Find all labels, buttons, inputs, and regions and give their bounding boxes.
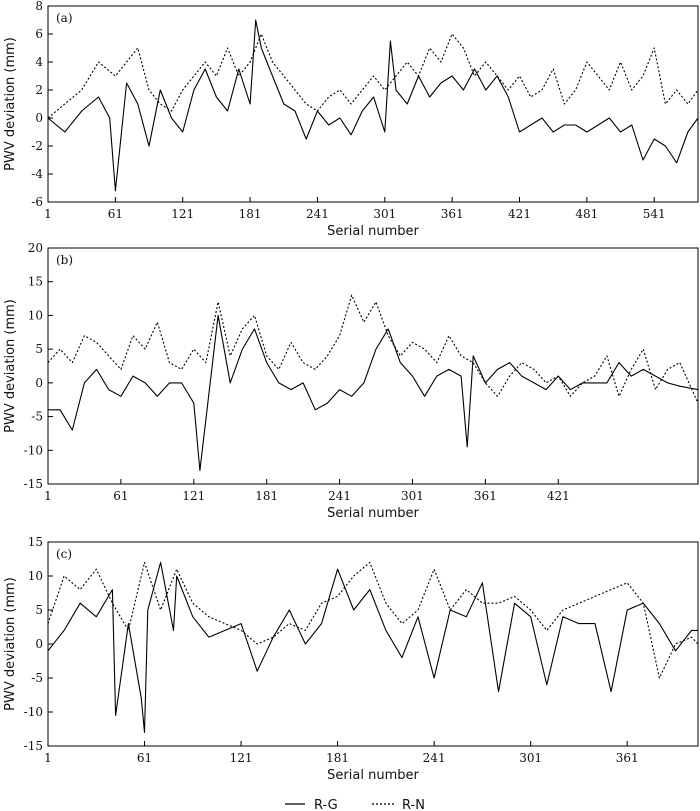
y-tick-label: 20 bbox=[28, 241, 43, 255]
panel-a: 1 61 121 181 241 301 361 421 481 541 -6 -4 -2 0 2 4 6 8 (a… bbox=[3, 0, 699, 239]
y-tick-label: -5 bbox=[31, 671, 43, 685]
x-tick-label: 421 bbox=[508, 207, 531, 221]
x-axis-label: Serial number bbox=[327, 768, 419, 783]
x-tick-label: 61 bbox=[137, 751, 152, 765]
y-tick-label: -2 bbox=[31, 139, 43, 153]
y-tick-label: 2 bbox=[35, 83, 43, 97]
x-tick-label: 301 bbox=[373, 207, 396, 221]
y-tick-label: 10 bbox=[28, 308, 43, 322]
y-tick-label: 15 bbox=[28, 535, 43, 549]
y-tick-label: 5 bbox=[35, 603, 43, 617]
x-tick-label: 421 bbox=[547, 489, 570, 503]
x-tick-label: 121 bbox=[230, 751, 253, 765]
x-tick-label: 181 bbox=[326, 751, 349, 765]
panel-c: 1 61 121 181 241 301 361 -15 -10 -5 0 5 10 15 (c) Seria… bbox=[3, 535, 699, 783]
y-tick-label: -5 bbox=[31, 410, 43, 424]
x-tick-label: 1 bbox=[44, 207, 52, 221]
legend: R-G R-N bbox=[285, 798, 425, 811]
y-tick-label: -15 bbox=[24, 739, 43, 753]
x-tick-label: 301 bbox=[401, 489, 424, 503]
y-tick-label: -4 bbox=[31, 167, 43, 181]
x-tick-label: 301 bbox=[519, 751, 542, 765]
x-axis-label: Serial number bbox=[327, 224, 419, 239]
y-tick-label: -10 bbox=[24, 443, 43, 457]
y-tick-label: 15 bbox=[28, 275, 43, 289]
series-line-r-g bbox=[47, 561, 698, 733]
y-tick-label: 10 bbox=[28, 569, 43, 583]
plot-frame bbox=[47, 5, 699, 203]
x-tick-label: 1 bbox=[44, 751, 52, 765]
x-tick-label: 361 bbox=[616, 751, 639, 765]
y-tick-label: 0 bbox=[35, 637, 43, 651]
panel-b: 1 61 121 181 241 301 361 421 -15 -10 -5 0 5 10 15 20 (b)… bbox=[3, 241, 699, 521]
x-tick-label: 481 bbox=[575, 207, 598, 221]
x-tick-label: 121 bbox=[171, 207, 194, 221]
x-tick-label: 241 bbox=[306, 207, 329, 221]
panel-label: (b) bbox=[56, 253, 73, 267]
x-tick-label: 121 bbox=[182, 489, 205, 503]
x-tick-label: 361 bbox=[441, 207, 464, 221]
series-line-r-g bbox=[48, 314, 699, 472]
panel-label: (c) bbox=[56, 547, 72, 561]
x-tick-label: 181 bbox=[239, 207, 262, 221]
y-tick-label: 8 bbox=[35, 0, 43, 13]
x-tick-label: 1 bbox=[44, 489, 52, 503]
y-tick-label: 4 bbox=[35, 55, 43, 69]
x-tick-label: 181 bbox=[255, 489, 278, 503]
series-line-r-n bbox=[47, 33, 699, 119]
plot-frame bbox=[47, 247, 699, 485]
series-line-r-n bbox=[47, 561, 699, 679]
x-axis-label: Serial number bbox=[327, 506, 419, 521]
y-axis-label: PWV deviation (mm) bbox=[3, 577, 18, 711]
y-tick-label: -6 bbox=[31, 195, 43, 209]
y-axis-label: PWV deviation (mm) bbox=[3, 37, 18, 171]
y-tick-label: 0 bbox=[35, 376, 43, 390]
x-tick-label: 241 bbox=[423, 751, 446, 765]
x-tick-label: 61 bbox=[108, 207, 123, 221]
y-tick-label: 6 bbox=[35, 27, 43, 41]
x-tick-label: 541 bbox=[643, 207, 666, 221]
y-axis-label: PWV deviation (mm) bbox=[3, 299, 18, 433]
y-tick-label: 0 bbox=[35, 111, 43, 125]
x-tick-label: 61 bbox=[113, 489, 128, 503]
legend-label-r-g: R-G bbox=[314, 798, 338, 811]
series-line-r-g bbox=[47, 19, 699, 192]
y-tick-label: -15 bbox=[24, 477, 43, 491]
y-tick-label: -10 bbox=[24, 705, 43, 719]
x-tick-label: 361 bbox=[474, 489, 497, 503]
panel-label: (a) bbox=[56, 11, 73, 25]
legend-label-r-n: R-N bbox=[402, 798, 425, 811]
x-tick-label: 241 bbox=[328, 489, 351, 503]
series-line-r-n bbox=[47, 294, 699, 404]
y-tick-label: 5 bbox=[35, 342, 43, 356]
